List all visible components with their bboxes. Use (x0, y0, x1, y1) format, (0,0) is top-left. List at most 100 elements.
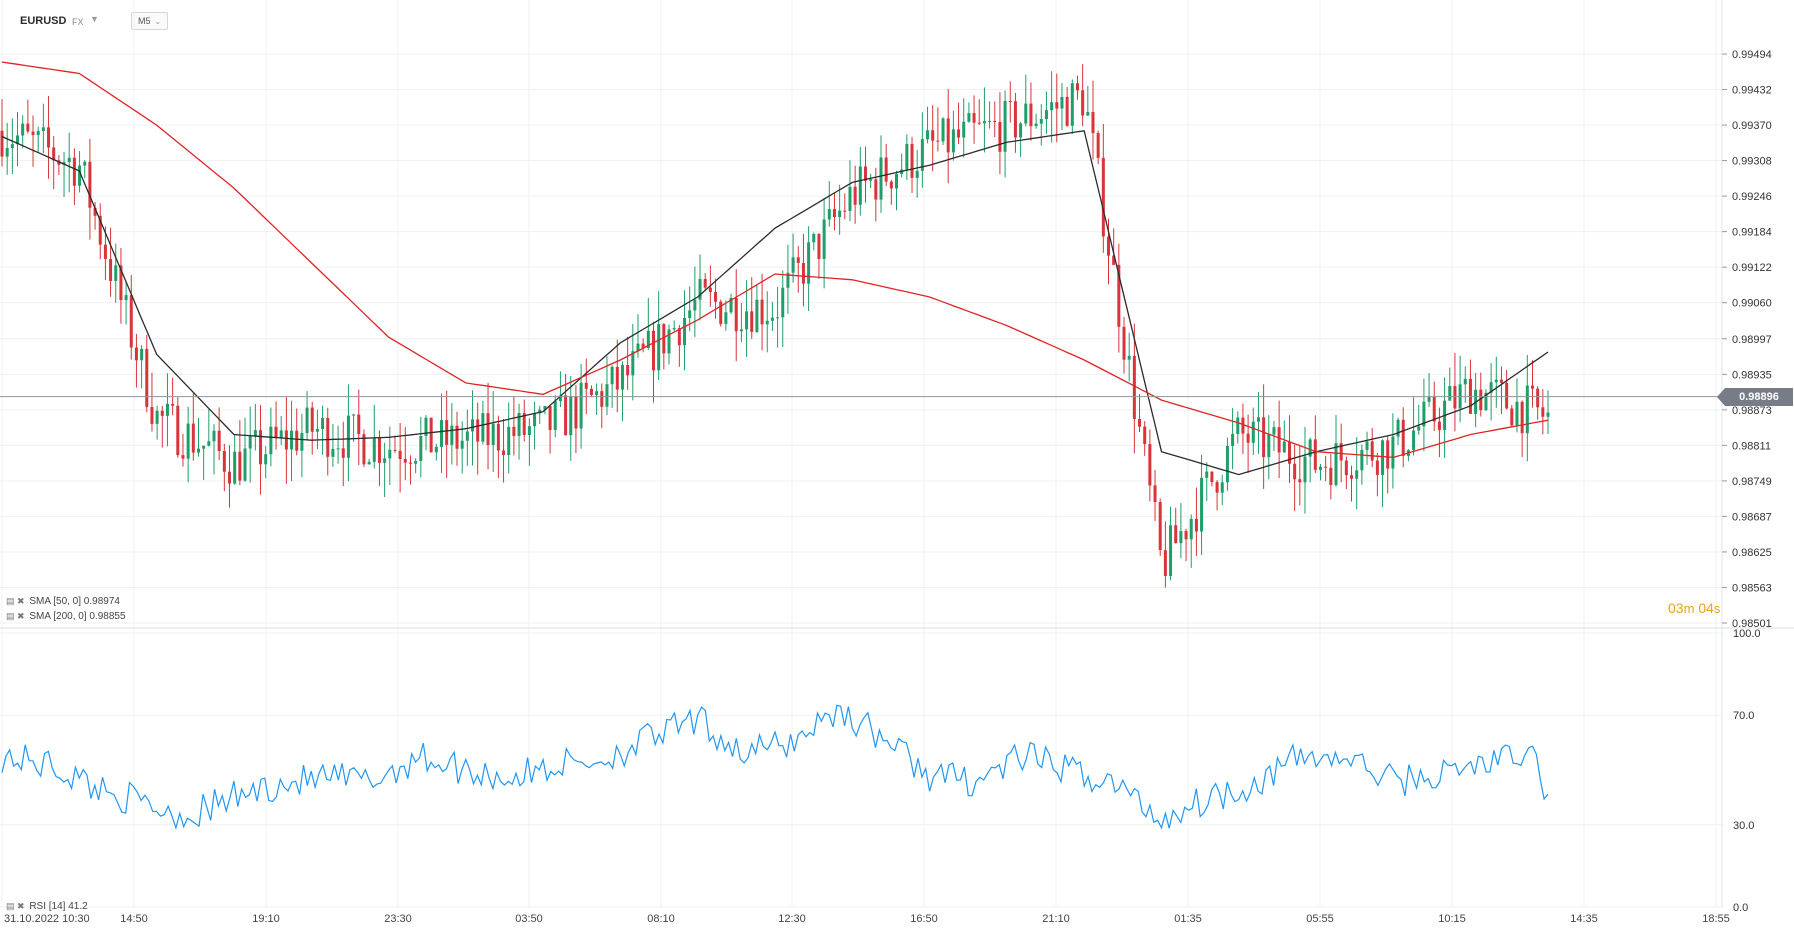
settings-icon[interactable]: ▤ ✖ (6, 596, 25, 606)
candle-body (78, 165, 82, 186)
candle-body (822, 219, 826, 259)
time-tick-label: 21:10 (1042, 913, 1070, 925)
candle-body (708, 287, 712, 292)
candle-body (1272, 427, 1276, 435)
candle-body (1401, 419, 1405, 456)
time-tick-label: 10:15 (1438, 913, 1466, 925)
candle-body (1086, 111, 1090, 116)
candle-body (88, 161, 92, 208)
candle-body (445, 420, 449, 445)
candle-body (889, 181, 893, 189)
candle-body (5, 148, 9, 157)
candle-body (1091, 111, 1095, 134)
rsi-tick-label: 0.0 (1733, 902, 1748, 914)
candle-body (786, 272, 790, 288)
candle-body (357, 414, 361, 435)
candle-body (119, 265, 123, 301)
candle-body (1148, 444, 1152, 486)
candle-body (476, 419, 480, 442)
candle-body (455, 425, 459, 449)
candle-body (569, 396, 573, 436)
candle-body (1546, 412, 1550, 417)
candle-body (295, 430, 299, 451)
candle-body (1484, 392, 1488, 411)
candle-body (1344, 460, 1348, 476)
candle-body (398, 450, 402, 459)
candle-body (1246, 433, 1250, 443)
candle-body (1241, 417, 1245, 434)
symbol-label[interactable]: EURUSD (20, 15, 67, 27)
candle-body (698, 279, 702, 300)
chart-grid (0, 0, 1722, 908)
candle-body (843, 210, 847, 212)
candle-body (553, 401, 557, 430)
time-tick-label: 05:55 (1306, 913, 1334, 925)
candle-body (1360, 449, 1364, 471)
candle-body (134, 347, 138, 361)
candle-body (703, 279, 707, 288)
candle-body (403, 458, 407, 463)
candle-body (1505, 382, 1509, 409)
price-tick-label: 0.99494 (1732, 49, 1772, 61)
candle-body (93, 207, 97, 216)
candle-body (993, 120, 997, 122)
candle-body (776, 317, 780, 319)
candle-body (1515, 401, 1519, 426)
candle-body (372, 437, 376, 462)
rsi-legend[interactable]: ▤ ✖ RSI [14] 41.2 (6, 901, 88, 912)
candle-body (765, 320, 769, 325)
candle-body (1530, 385, 1534, 389)
candle-body (879, 157, 883, 200)
candle-body (419, 435, 423, 461)
candle-body (1019, 123, 1023, 138)
candle-body (1262, 417, 1266, 458)
candle-body (869, 179, 873, 181)
candle-body (620, 365, 624, 390)
candle-body (326, 418, 330, 457)
candle-body (439, 420, 443, 447)
candle-body (336, 448, 340, 450)
candle-body (150, 407, 154, 424)
settings-icon[interactable]: ▤ ✖ (6, 901, 25, 911)
candle-body (1370, 441, 1374, 461)
price-tick-label: 0.98811 (1732, 440, 1771, 452)
price-tick-label: 0.98687 (1732, 511, 1772, 523)
timeframe-dropdown[interactable]: M5 ⌄ (131, 12, 169, 30)
candle-body (905, 143, 909, 170)
candle-body (574, 396, 578, 429)
candle-body (801, 262, 805, 284)
candle-body (683, 318, 687, 346)
candle-body (57, 160, 61, 165)
candle-body (548, 405, 552, 430)
candle-body (1169, 525, 1173, 576)
candle-body (848, 186, 852, 211)
candle-body (1096, 133, 1100, 158)
candle-body (1055, 102, 1059, 109)
candle-body (807, 242, 811, 284)
symbol-dropdown-icon[interactable]: ▼ (90, 14, 99, 24)
candle-body (408, 462, 412, 464)
candle-body (377, 437, 381, 463)
candle-body (176, 405, 180, 456)
candle-body (946, 118, 950, 153)
settings-icon[interactable]: ▤ ✖ (6, 611, 25, 621)
price-tick-label: 0.99122 (1732, 262, 1772, 274)
candle-body (1127, 355, 1131, 360)
price-tick-label: 0.98873 (1732, 405, 1772, 417)
candle-body (1453, 385, 1457, 409)
candle-body (1499, 379, 1503, 383)
candle-body (610, 366, 614, 385)
sma200-legend[interactable]: ▤ ✖ SMA [200, 0] 0.98855 (6, 611, 126, 622)
sma50-legend[interactable]: ▤ ✖ SMA [50, 0] 0.98974 (6, 596, 120, 607)
candle-body (962, 121, 966, 138)
candle-body (838, 210, 842, 218)
price-axis: 0.99494 0.99432 0.99370 0.99308 0.99246 0.991… (1721, 0, 1772, 630)
candle-body (486, 413, 490, 446)
candle-body (1122, 326, 1126, 360)
candle-body (352, 414, 356, 416)
candle-body (926, 130, 930, 140)
rsi-tick-label: 30.0 (1733, 820, 1754, 832)
candle-body (414, 460, 418, 464)
candle-body (21, 123, 25, 136)
